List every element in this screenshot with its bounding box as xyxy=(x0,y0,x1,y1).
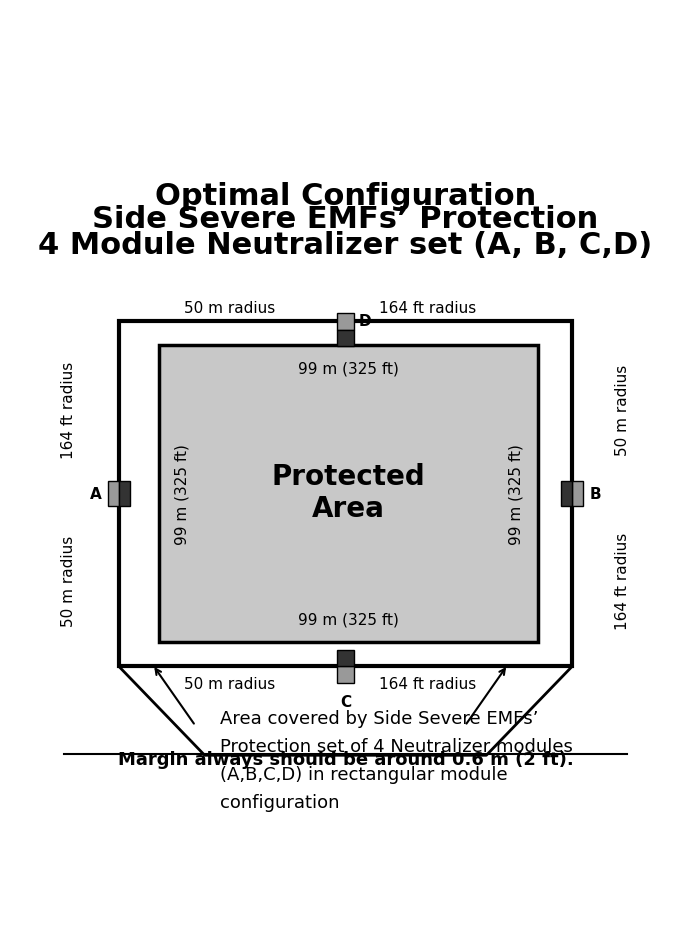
Text: 99 m (325 ft): 99 m (325 ft) xyxy=(508,444,523,545)
Text: 164 ft radius: 164 ft radius xyxy=(379,300,476,315)
Text: B: B xyxy=(589,487,601,502)
Text: Area covered by Side Severe EMFs’
Protection set of 4 Neutralizer modules
(A,B,C: Area covered by Side Severe EMFs’ Protec… xyxy=(220,709,573,811)
Text: 99 m (325 ft): 99 m (325 ft) xyxy=(298,612,399,627)
Text: D: D xyxy=(359,314,372,329)
Text: 164 ft radius: 164 ft radius xyxy=(379,676,476,691)
Bar xyxy=(337,666,354,683)
Text: A: A xyxy=(90,487,102,502)
Text: 50 m radius: 50 m radius xyxy=(615,364,630,456)
Text: Protected
Area: Protected Area xyxy=(272,462,426,522)
Bar xyxy=(561,481,572,506)
Bar xyxy=(119,481,130,506)
Text: Optimal Configuration: Optimal Configuration xyxy=(155,182,536,211)
Text: 50 m radius: 50 m radius xyxy=(184,300,275,315)
Text: 50 m radius: 50 m radius xyxy=(61,535,76,627)
Text: 50 m radius: 50 m radius xyxy=(184,676,275,691)
Text: 99 m (325 ft): 99 m (325 ft) xyxy=(174,444,189,545)
Bar xyxy=(159,345,538,642)
Text: Side Severe EMFs’ Protection: Side Severe EMFs’ Protection xyxy=(93,205,598,234)
Bar xyxy=(337,651,354,666)
Text: 164 ft radius: 164 ft radius xyxy=(615,533,630,630)
Text: C: C xyxy=(340,695,351,709)
Text: Margin always should be around 0.6 m (2 ft).: Margin always should be around 0.6 m (2 … xyxy=(117,750,574,768)
Text: 164 ft radius: 164 ft radius xyxy=(61,361,76,459)
Bar xyxy=(119,321,572,666)
Bar xyxy=(108,481,119,506)
Bar xyxy=(337,330,354,347)
Bar xyxy=(572,481,583,506)
Bar xyxy=(337,314,354,330)
Text: 4 Module Neutralizer set (A, B, C,D): 4 Module Neutralizer set (A, B, C,D) xyxy=(39,230,652,259)
Text: 99 m (325 ft): 99 m (325 ft) xyxy=(298,361,399,376)
